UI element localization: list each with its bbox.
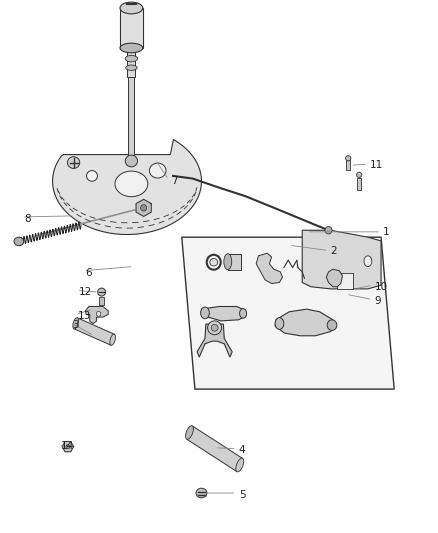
- Ellipse shape: [186, 426, 194, 439]
- Text: 5: 5: [239, 490, 245, 499]
- Ellipse shape: [125, 55, 138, 62]
- Ellipse shape: [149, 163, 166, 178]
- Polygon shape: [182, 237, 394, 389]
- Ellipse shape: [327, 320, 337, 330]
- Ellipse shape: [125, 155, 138, 167]
- Polygon shape: [326, 269, 343, 287]
- Text: 14: 14: [60, 441, 74, 451]
- Bar: [346, 160, 350, 170]
- Ellipse shape: [115, 171, 148, 197]
- Polygon shape: [53, 140, 201, 235]
- Bar: [228, 254, 241, 270]
- Polygon shape: [74, 318, 114, 345]
- Text: 3: 3: [72, 320, 79, 330]
- Polygon shape: [201, 306, 246, 321]
- Ellipse shape: [126, 65, 137, 70]
- Text: 9: 9: [374, 296, 381, 306]
- Ellipse shape: [66, 445, 70, 449]
- Polygon shape: [302, 230, 381, 289]
- Text: 1: 1: [383, 227, 390, 237]
- Ellipse shape: [325, 227, 332, 234]
- Ellipse shape: [208, 321, 222, 335]
- Ellipse shape: [364, 256, 372, 266]
- Polygon shape: [85, 306, 108, 324]
- Text: 6: 6: [85, 268, 92, 278]
- Bar: [120, 8, 143, 48]
- Bar: [337, 273, 353, 289]
- Polygon shape: [187, 426, 243, 472]
- Ellipse shape: [120, 2, 143, 14]
- Ellipse shape: [224, 254, 232, 270]
- Bar: [128, 77, 134, 160]
- Ellipse shape: [210, 259, 218, 266]
- Text: 8: 8: [24, 214, 31, 223]
- Text: 13: 13: [78, 311, 91, 320]
- Ellipse shape: [141, 205, 147, 211]
- Text: 2: 2: [331, 246, 337, 255]
- Polygon shape: [256, 253, 283, 284]
- Text: 10: 10: [374, 282, 388, 292]
- Ellipse shape: [357, 172, 362, 177]
- Text: 4: 4: [239, 446, 245, 455]
- Polygon shape: [197, 324, 232, 357]
- Polygon shape: [136, 199, 151, 216]
- Polygon shape: [62, 441, 74, 452]
- Ellipse shape: [110, 334, 116, 345]
- Text: 11: 11: [370, 160, 383, 170]
- Ellipse shape: [14, 237, 24, 246]
- Ellipse shape: [275, 318, 284, 329]
- Ellipse shape: [98, 288, 106, 296]
- Bar: [127, 48, 135, 77]
- Bar: [357, 178, 361, 190]
- Polygon shape: [275, 309, 335, 336]
- Ellipse shape: [211, 324, 218, 331]
- Ellipse shape: [67, 157, 80, 168]
- Text: 7: 7: [171, 176, 177, 186]
- Ellipse shape: [86, 171, 97, 181]
- Ellipse shape: [240, 309, 247, 318]
- Ellipse shape: [201, 307, 209, 319]
- Ellipse shape: [96, 311, 101, 317]
- Ellipse shape: [196, 488, 207, 498]
- Text: 12: 12: [79, 287, 92, 297]
- Ellipse shape: [236, 458, 244, 472]
- Ellipse shape: [73, 318, 78, 329]
- Bar: [99, 297, 104, 305]
- Ellipse shape: [120, 43, 143, 53]
- Ellipse shape: [346, 156, 351, 161]
